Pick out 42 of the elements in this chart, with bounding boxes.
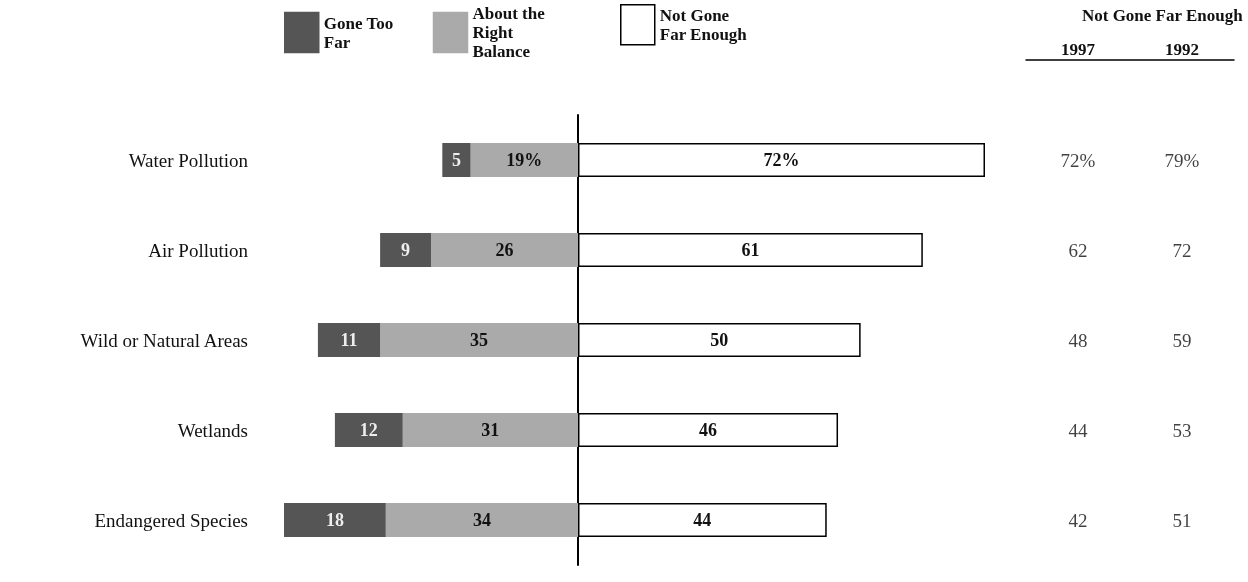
data-label: 5 [451,150,461,170]
category-label: 1997 [1061,40,1096,59]
data-label: 72% [763,150,800,170]
data-label: 46 [699,420,718,440]
data-label: 12 [359,420,378,440]
text: 44 [1068,419,1088,441]
y-tick-label: Wild or Natural Areas [80,329,248,351]
data-label: 31 [481,420,500,440]
y-tick-label: Water Pollution [128,149,249,171]
text: 48 [1068,329,1088,351]
text: 62 [1068,239,1088,261]
bar [284,503,386,537]
data-label: 18 [325,510,344,530]
text: 42 [1068,509,1088,531]
data-label: 34 [472,510,491,530]
bar [317,323,381,357]
text: Not Gone Far Enough [1081,6,1244,25]
text: 51 [1172,509,1192,531]
y-tick-label: Wetlands [177,419,248,441]
y-tick-label: Air Pollution [148,239,249,261]
data-label: 9 [401,240,411,260]
data-label: 50 [710,330,729,350]
data-label: 26 [495,240,514,260]
data-label: 19% [506,150,543,170]
bar [442,143,471,177]
y-tick-label: Endangered Species [94,509,248,531]
bar [380,233,431,267]
data-label: 11 [340,330,358,350]
bar [470,143,578,177]
data-label: 35 [470,330,489,350]
legend-label: About the Right Balance [472,4,550,61]
text: 72% [1060,149,1096,171]
data-label: 44 [693,510,712,530]
category-label: 1992 [1165,40,1199,59]
data-label: 61 [741,240,760,260]
text: 59 [1172,329,1192,351]
text: 79% [1164,149,1200,171]
text: 72 [1172,239,1192,261]
bar [334,413,403,447]
legend-label: Gone Too Far [323,13,398,52]
legend-label: Not Gone Far Enough [659,5,748,44]
text: 53 [1172,419,1192,441]
